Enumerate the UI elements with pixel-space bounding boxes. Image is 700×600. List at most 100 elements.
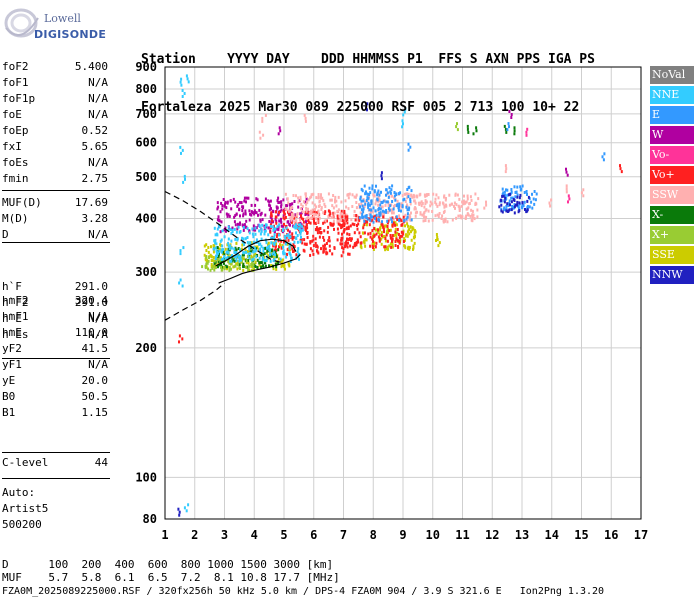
echo-mark	[274, 227, 277, 231]
echo-mark	[373, 194, 375, 198]
echo-mark	[391, 184, 394, 188]
x-tick-label: 3	[221, 528, 228, 542]
echo-mark	[378, 218, 380, 222]
echo-mark	[360, 202, 363, 206]
echo-mark	[464, 216, 467, 220]
echo-mark	[387, 210, 390, 214]
echo-mark	[476, 215, 479, 219]
param-name: hmF2	[2, 294, 29, 307]
echo-mark	[307, 198, 310, 202]
echo-mark	[377, 196, 380, 199]
echo-spot	[402, 122, 404, 126]
echo-mark	[413, 199, 416, 203]
echo-mark	[360, 243, 363, 247]
echo-mark	[278, 257, 280, 261]
echo-mark	[259, 261, 262, 265]
echo-mark	[336, 219, 339, 223]
echo-mark	[378, 198, 381, 202]
echo-mark	[218, 249, 221, 253]
echo-mark	[408, 213, 411, 217]
echo-mark	[402, 198, 405, 202]
echo-mark	[414, 214, 417, 218]
echo-mark	[337, 208, 340, 212]
echo-mark	[526, 208, 529, 212]
echo-mark	[205, 256, 208, 260]
echo-mark	[392, 217, 395, 221]
echo-mark	[414, 201, 417, 205]
echo-mark	[288, 244, 291, 248]
echo-mark	[292, 235, 295, 239]
echo-mark	[441, 201, 444, 205]
echo-mark	[278, 200, 281, 204]
echo-mark	[220, 238, 223, 242]
legend-item-w: W	[650, 126, 694, 144]
echo-spot	[508, 125, 510, 129]
echo-mark	[396, 228, 399, 231]
echo-mark	[241, 256, 244, 260]
echo-mark	[267, 226, 270, 230]
echo-mark	[365, 223, 368, 227]
echo-mark	[398, 205, 400, 209]
echo-mark	[359, 195, 362, 199]
echo-mark	[401, 204, 404, 208]
echo-mark	[398, 192, 400, 196]
echo-mark	[296, 250, 299, 254]
echo-mark	[236, 267, 239, 271]
echo-mark	[243, 199, 246, 203]
echo-mark	[512, 198, 515, 201]
echo-mark	[335, 199, 338, 203]
echo-mark	[284, 239, 287, 243]
echo-mark	[260, 228, 263, 232]
echo-mark	[244, 237, 247, 241]
echo-mark	[250, 268, 253, 272]
echo-mark	[404, 213, 407, 217]
echo-mark	[343, 222, 346, 226]
echo-mark	[374, 228, 377, 232]
echo-mark	[256, 258, 259, 262]
echo-mark	[438, 203, 441, 207]
echo-mark	[260, 237, 263, 241]
echo-mark	[384, 235, 387, 239]
echo-mark	[377, 235, 380, 239]
echo-mark	[407, 186, 410, 190]
echo-mark	[238, 201, 241, 204]
echo-mark	[465, 200, 468, 204]
echo-mark	[263, 255, 266, 259]
echo-mark	[224, 202, 226, 206]
echo-mark	[388, 186, 391, 190]
echo-mark	[228, 214, 231, 218]
echo-mark	[349, 244, 352, 248]
echo-mark	[515, 190, 518, 194]
echo-mark	[392, 207, 395, 211]
echo-mark	[227, 241, 230, 245]
echo-mark	[473, 217, 476, 221]
echo-mark	[234, 264, 237, 268]
logo-lowell-text: Lowell	[44, 12, 81, 25]
echo-mark	[503, 190, 506, 194]
echo-mark	[514, 195, 517, 199]
echo-mark	[267, 233, 270, 237]
echo-mark	[242, 265, 245, 268]
y-tick-label: 600	[135, 136, 157, 150]
echo-spot	[505, 130, 508, 134]
echo-mark	[268, 244, 271, 248]
echo-mark	[307, 220, 310, 224]
echo-mark	[228, 266, 231, 269]
echo-spot	[466, 124, 469, 128]
echo-mark	[365, 220, 368, 224]
echo-mark	[283, 217, 286, 221]
echo-mark	[376, 191, 379, 195]
echo-mark	[245, 219, 248, 223]
echo-spot	[550, 198, 553, 202]
echo-mark	[207, 246, 210, 249]
echo-mark	[223, 204, 226, 208]
echo-mark	[213, 239, 216, 243]
echo-mark	[225, 229, 227, 233]
echo-mark	[530, 200, 533, 204]
echo-mark	[354, 218, 357, 222]
echo-mark	[274, 262, 277, 266]
echo-spot	[568, 197, 571, 201]
echo-mark	[340, 209, 343, 213]
echo-spot	[603, 152, 606, 156]
echo-mark	[503, 200, 506, 204]
